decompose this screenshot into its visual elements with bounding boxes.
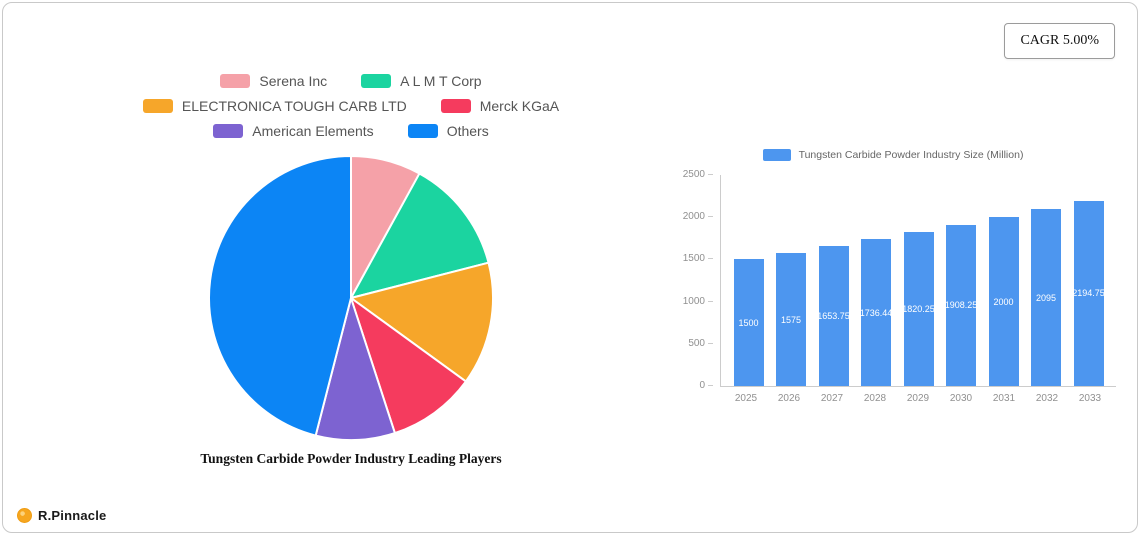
bar-value-label: 1500 (738, 317, 759, 328)
legend-item-electronica-tough-carb-ltd[interactable]: ELECTRONICA TOUGH CARB LTD (142, 98, 407, 114)
bar-value-label: 1575 (780, 314, 802, 325)
brand-footer: R.Pinnacle (17, 508, 106, 523)
cagr-badge: CAGR 5.00% (1004, 23, 1115, 59)
bar-2030[interactable]: 1908.25 (946, 224, 976, 386)
bar-value-label: 1736.44 (861, 307, 891, 318)
y-tick-mark (708, 174, 713, 175)
x-tick-label: 2032 (1035, 393, 1059, 404)
pie-svg (208, 155, 494, 441)
y-tick-mark (708, 342, 713, 344)
bar-value-label: 1653.75 (818, 311, 849, 322)
legend-item-a-l-m-t-corp[interactable]: A L M T Corp (361, 73, 482, 89)
legend-item-american-elements[interactable]: American Elements (213, 123, 374, 139)
legend-label: American Elements (252, 123, 374, 139)
pie-legend-row: Serena Inc A L M T Corp (220, 73, 482, 89)
y-tick-mark (708, 385, 713, 386)
bar-value-label: 2095 (1035, 292, 1057, 303)
y-tick-label: 1500 (682, 253, 705, 265)
y-axis-labels: 0 500 1000 1500 2000 2500 (665, 169, 713, 391)
bar-value-label: 2194.75 (1073, 288, 1104, 299)
bar-2031[interactable]: 2000 (988, 217, 1019, 386)
x-tick-label: 2027 (820, 393, 844, 404)
x-tick-label: 2033 (1078, 393, 1102, 404)
y-tick-label: 500 (688, 337, 705, 349)
x-tick-label: 2029 (906, 393, 930, 404)
legend-swatch (213, 124, 244, 138)
pie-slice-a-l-m-t-corp[interactable] (350, 172, 490, 299)
bar-2032[interactable]: 2095 (1031, 209, 1061, 386)
legend-item-serena-inc[interactable]: Serena Inc (220, 73, 327, 89)
x-tick-label: 2031 (992, 393, 1016, 404)
bar-2025[interactable]: 1500 (733, 259, 764, 386)
y-tick-label: 1000 (682, 295, 705, 307)
brand-logo-icon (17, 508, 32, 523)
legend-swatch (361, 74, 392, 88)
legend-swatch (440, 99, 471, 113)
legend-swatch (407, 124, 438, 138)
y-tick-mark (708, 300, 713, 302)
bar-2029[interactable]: 1820.25 (903, 232, 934, 386)
bar-legend-label: Tungsten Carbide Powder Industry Size (M… (798, 149, 1024, 161)
pie-slice-merck-kgaa[interactable] (350, 297, 467, 435)
bar-legend-swatch (762, 149, 791, 161)
legend-label: Merck KGaA (479, 98, 560, 114)
bar-value-label: 1820.25 (903, 304, 934, 315)
x-tick-label: 2030 (949, 393, 973, 404)
pie-slice-others[interactable] (208, 155, 352, 437)
brand-name: R.Pinnacle (38, 508, 107, 523)
y-tick-mark (708, 216, 713, 218)
bar-2027[interactable]: 1653.75 (818, 246, 849, 386)
x-tick-label: 2026 (777, 393, 801, 404)
y-tick-mark (708, 258, 713, 260)
legend-item-others[interactable]: Others (407, 123, 489, 139)
bar-value-label: 1908.25 (946, 300, 976, 311)
pie-slice-american-elements[interactable] (314, 297, 396, 441)
bar-plot: 1500 1575 1653.75 1736.44 1820.25 1908.25 2000… (721, 175, 1116, 386)
y-tick-label: 0 (699, 380, 705, 391)
legend-item-merck-kgaa[interactable]: Merck KGaA (440, 98, 560, 114)
bar-plot-area: 0 500 1000 1500 2000 2500 1500 1575 1653.75 1736… (683, 169, 1116, 391)
legend-label: A L M T Corp (400, 73, 482, 89)
x-axis-labels: 2025 2026 2027 2028 2029 2030 2031 2032 2033 (720, 393, 1116, 404)
pie-legend-row: American Elements Others (213, 123, 489, 139)
x-tick-label: 2028 (863, 393, 887, 404)
y-tick-label: 2000 (682, 211, 705, 223)
bar-value-label: 2000 (993, 296, 1014, 307)
legend-label: Serena Inc (259, 73, 328, 89)
x-tick-label: 2025 (734, 393, 758, 404)
bar-2028[interactable]: 1736.44 (861, 239, 891, 386)
pie-chart (96, 152, 606, 444)
legend-swatch (220, 74, 251, 88)
pie-legend: Serena Inc A L M T Corp ELECTRONICA TOUGH … (96, 73, 606, 139)
bar-2033[interactable]: 2194.75 (1073, 200, 1104, 386)
bar-chart-section: Tungsten Carbide Powder Industry Size (M… (658, 149, 1128, 404)
legend-label: ELECTRONICA TOUGH CARB LTD (181, 98, 407, 114)
y-tick-label: 2500 (682, 169, 705, 180)
pie-slice-electronica-tough-carb-ltd[interactable] (350, 261, 494, 383)
pie-legend-row: ELECTRONICA TOUGH CARB LTD Merck KGaA (142, 98, 560, 114)
bar-2026[interactable]: 1575 (776, 253, 806, 386)
pie-chart-section: Serena Inc A L M T Corp ELECTRONICA TOUGH … (96, 73, 606, 467)
legend-label: Others (446, 123, 489, 139)
bar-chart-legend[interactable]: Tungsten Carbide Powder Industry Size (M… (658, 149, 1128, 161)
pie-chart-title: Tungsten Carbide Powder Industry Leading… (200, 451, 502, 466)
legend-swatch (142, 99, 173, 113)
